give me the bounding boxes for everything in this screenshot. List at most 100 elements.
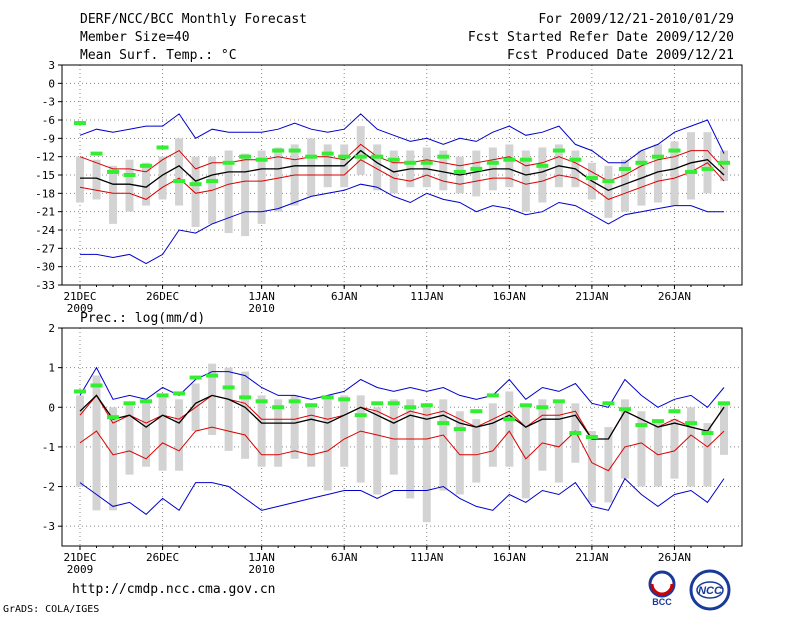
chart-title: DERF/NCC/BCC Monthly Forecast bbox=[80, 12, 307, 27]
observation-marker bbox=[371, 401, 384, 406]
spread-bar bbox=[538, 399, 547, 471]
y-tick-label: 0 bbox=[48, 77, 55, 90]
y-tick-label: 0 bbox=[48, 401, 55, 414]
observation-marker bbox=[569, 157, 582, 162]
x-tick-label: 16JAN bbox=[493, 551, 526, 564]
x-tick-label: 1JAN bbox=[248, 290, 275, 303]
x-tick-year-label: 2010 bbox=[248, 563, 275, 576]
y-tick-label: -27 bbox=[35, 242, 55, 255]
x-tick-label: 26JAN bbox=[658, 290, 691, 303]
spread-bar bbox=[604, 165, 613, 218]
y-tick-label: -3 bbox=[42, 96, 55, 109]
forecast-produced-date: Fcst Produced Date 2009/12/21 bbox=[507, 48, 734, 63]
spread-bar bbox=[76, 395, 84, 487]
y-tick-label: -6 bbox=[42, 114, 55, 127]
observation-marker bbox=[701, 431, 714, 436]
observation-marker bbox=[288, 399, 301, 404]
observation-marker bbox=[90, 383, 103, 388]
series-upper-bound bbox=[79, 143, 725, 182]
y-tick-label: -33 bbox=[35, 279, 55, 292]
spread-bar bbox=[620, 159, 629, 212]
spread-bar bbox=[175, 138, 184, 206]
x-tick-label: 1JAN bbox=[248, 551, 275, 564]
observation-marker bbox=[420, 160, 433, 165]
observation-marker bbox=[470, 166, 483, 171]
y-tick-label: -18 bbox=[35, 187, 55, 200]
observation-marker bbox=[354, 413, 367, 418]
spread-bar bbox=[92, 159, 101, 200]
spread-bar bbox=[686, 407, 695, 487]
observation-marker bbox=[651, 154, 664, 159]
observation-marker bbox=[684, 421, 697, 426]
observation-marker bbox=[255, 399, 268, 404]
ncc-logo-text: NCC bbox=[698, 585, 723, 597]
observation-marker bbox=[552, 399, 565, 404]
observation-marker bbox=[222, 160, 235, 165]
spread-bar bbox=[323, 395, 332, 491]
bcc-logo-text: BCC bbox=[652, 597, 672, 607]
spread-bar bbox=[109, 407, 118, 511]
x-tick-label: 6JAN bbox=[331, 551, 358, 564]
observation-marker bbox=[668, 409, 681, 414]
observation-marker bbox=[602, 401, 615, 406]
spread-bar bbox=[521, 150, 530, 212]
x-tick-year-label: 2009 bbox=[67, 302, 94, 315]
spread-bar bbox=[587, 431, 596, 503]
spread-bar bbox=[76, 156, 84, 203]
observation-marker bbox=[288, 148, 301, 153]
spread-bar bbox=[538, 147, 547, 203]
spread-bar bbox=[422, 403, 431, 523]
observation-marker bbox=[74, 389, 86, 394]
observation-marker bbox=[618, 166, 631, 171]
observation-marker bbox=[255, 157, 268, 162]
observation-marker bbox=[519, 157, 532, 162]
observation-marker bbox=[189, 375, 202, 380]
spread-bar bbox=[224, 150, 233, 234]
observation-marker bbox=[486, 160, 499, 165]
spread-bar bbox=[439, 150, 448, 191]
spread-bar bbox=[290, 395, 299, 459]
observation-marker bbox=[387, 157, 400, 162]
spread-bar bbox=[92, 375, 101, 511]
spread-bar bbox=[224, 367, 233, 451]
observation-marker bbox=[684, 169, 697, 174]
x-tick-label: 6JAN bbox=[331, 290, 358, 303]
x-tick-year-label: 2009 bbox=[67, 563, 94, 576]
observation-marker bbox=[585, 176, 598, 181]
observation-marker bbox=[140, 399, 153, 404]
spread-bar bbox=[142, 162, 151, 206]
spread-bar bbox=[653, 144, 662, 203]
observation-marker bbox=[107, 169, 120, 174]
observation-marker bbox=[404, 160, 417, 165]
x-tick-label: 21DEC bbox=[63, 290, 96, 303]
observation-marker bbox=[305, 403, 318, 408]
observation-marker bbox=[239, 154, 252, 159]
observation-marker bbox=[239, 395, 252, 400]
x-tick-label: 21DEC bbox=[63, 551, 96, 564]
spread-bar bbox=[208, 363, 217, 436]
spread-bar bbox=[158, 156, 167, 200]
y-tick-label: 2 bbox=[48, 322, 55, 335]
observation-marker bbox=[701, 166, 714, 171]
observation-marker bbox=[437, 154, 450, 159]
observation-marker bbox=[503, 417, 516, 422]
y-tick-label: -21 bbox=[35, 206, 55, 219]
plot-frame bbox=[61, 327, 743, 547]
spread-bar bbox=[373, 144, 382, 191]
y-tick-label: -3 bbox=[42, 520, 55, 533]
spread-bar bbox=[620, 399, 629, 479]
y-tick-label: -15 bbox=[35, 169, 55, 182]
spread-bar bbox=[604, 427, 613, 503]
observation-marker bbox=[618, 407, 631, 412]
observation-marker bbox=[453, 169, 466, 174]
source-url[interactable]: http://cmdp.ncc.cma.gov.cn bbox=[72, 582, 276, 597]
observation-marker bbox=[437, 421, 450, 426]
observation-marker bbox=[635, 160, 648, 165]
observation-marker bbox=[602, 179, 615, 184]
series-ensemble-max bbox=[79, 113, 725, 164]
observation-marker bbox=[272, 148, 285, 153]
grads-credit: GrADS: COLA/IGES bbox=[3, 604, 100, 615]
spread-bar bbox=[307, 138, 316, 197]
observation-marker bbox=[536, 405, 549, 410]
